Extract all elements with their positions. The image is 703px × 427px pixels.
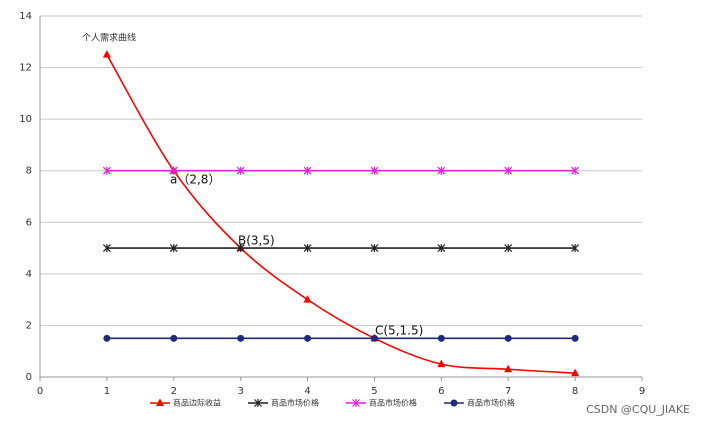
marker: [370, 334, 378, 342]
y-tick-label: 4: [26, 269, 32, 280]
marker: [504, 364, 513, 373]
marker: [504, 166, 513, 175]
marker: [169, 244, 178, 253]
marker: [571, 244, 580, 253]
x-tick-label: 6: [438, 386, 444, 397]
marker: [102, 166, 111, 175]
x-tick-label: 8: [572, 386, 578, 397]
marker: [571, 166, 580, 175]
marker: [170, 334, 178, 342]
y-tick-label: 8: [26, 166, 32, 177]
marker: [303, 166, 312, 175]
legend-marker: [352, 399, 360, 407]
marker: [437, 334, 445, 342]
marker: [303, 244, 312, 253]
x-tick-label: 5: [371, 386, 377, 397]
y-tick-label: 2: [26, 320, 32, 331]
marker: [169, 166, 178, 175]
marker: [102, 50, 111, 58]
marker: [437, 244, 446, 253]
annotation: C(5,1.5): [375, 324, 423, 338]
legend-label: 商品市场价格: [467, 398, 515, 408]
legend-marker: [450, 399, 458, 407]
marker: [370, 244, 379, 253]
x-tick-label: 3: [237, 386, 243, 397]
legend-marker: [254, 399, 262, 407]
y-tick-label: 6: [26, 217, 32, 228]
y-tick-label: 12: [19, 63, 32, 74]
marker: [437, 359, 446, 368]
y-tick-label: 0: [26, 372, 32, 383]
marker: [504, 334, 512, 342]
chart-title: 个人需求曲线: [82, 32, 136, 44]
legend-marker: [156, 398, 164, 406]
marker: [504, 244, 513, 253]
marker: [236, 166, 245, 175]
marker: [304, 334, 312, 342]
annotation: B(3,5): [238, 234, 275, 248]
y-tick-label: 14: [19, 11, 32, 22]
marker: [370, 166, 379, 175]
x-tick-label: 9: [639, 386, 645, 397]
x-tick-label: 1: [104, 386, 110, 397]
marker: [571, 368, 580, 377]
marker: [102, 244, 111, 253]
y-tick-label: 10: [19, 114, 32, 125]
marker: [103, 334, 111, 342]
x-tick-label: 7: [505, 386, 511, 397]
marker: [237, 334, 245, 342]
marker: [437, 166, 446, 175]
x-tick-label: 4: [304, 386, 310, 397]
watermark: CSDN @CQU_JIAKE: [586, 403, 690, 416]
legend-label: 商品边际收益: [173, 398, 221, 408]
legend-label: 商品市场价格: [271, 398, 319, 408]
marker: [303, 295, 312, 303]
x-tick-label: 2: [171, 386, 177, 397]
marker: [571, 334, 579, 342]
legend-label: 商品市场价格: [369, 398, 417, 408]
x-tick-label: 0: [37, 386, 43, 397]
annotation: a（2,8）: [170, 173, 220, 187]
marker: [236, 244, 245, 253]
